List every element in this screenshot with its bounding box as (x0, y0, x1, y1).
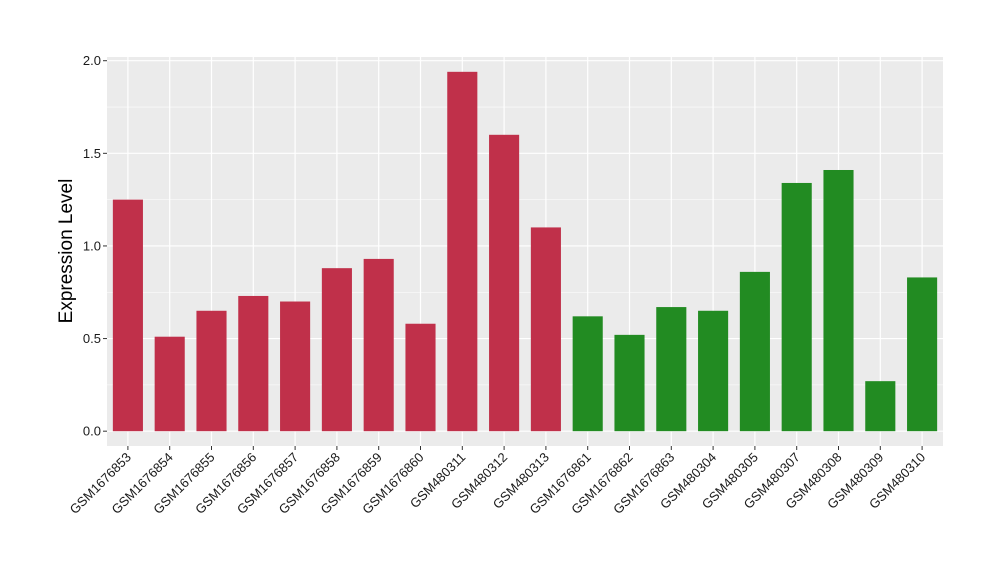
bar-GSM1676863 (656, 307, 687, 432)
y-tick-label: 2.0 (83, 53, 101, 68)
bar-GSM1676860 (405, 323, 436, 432)
y-axis-title: Expression Level (56, 179, 77, 324)
bar-GSM1676862 (614, 334, 645, 432)
plot-panel (107, 57, 943, 446)
bar-GSM1676856 (238, 295, 269, 432)
y-tick-label: 1.0 (83, 238, 101, 253)
bar-GSM1676857 (280, 301, 311, 432)
bar-GSM480313 (530, 227, 561, 432)
y-tick-label: 1.5 (83, 146, 101, 161)
bar-GSM480305 (739, 271, 770, 432)
y-tick-label: 0.0 (83, 424, 101, 439)
bar-GSM480311 (447, 71, 478, 432)
bar-GSM1676854 (154, 336, 185, 432)
bar-GSM480312 (489, 134, 520, 432)
bar-GSM480307 (781, 182, 812, 432)
bar-GSM1676858 (321, 268, 352, 432)
bars (112, 71, 938, 432)
bar-GSM480308 (823, 169, 854, 432)
bar-GSM480304 (698, 310, 729, 432)
bar-GSM480310 (907, 277, 938, 432)
bar-GSM1676855 (196, 310, 227, 432)
bar-GSM1676859 (363, 258, 394, 432)
y-tick-label: 0.5 (83, 331, 101, 346)
bar-GSM480309 (865, 381, 896, 432)
bar-GSM1676861 (572, 316, 603, 432)
bar-GSM1676853 (112, 199, 143, 432)
